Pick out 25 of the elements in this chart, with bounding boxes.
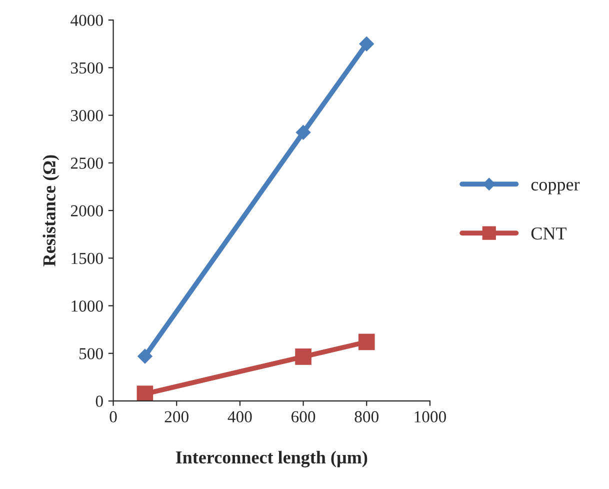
point [359,36,374,52]
y-tick-label: 3000 [71,110,103,122]
y-tick-label: 0 [96,396,103,407]
x-tick-label: 1000 [414,411,446,422]
legend-label: copper [531,182,580,194]
point [295,348,312,365]
y-tick-label: 3500 [71,62,103,74]
y-tick-label: 2500 [70,158,103,169]
x-tick-label: 0 [110,411,117,422]
point [358,334,375,350]
x-tick-label: 800 [354,411,378,422]
x-tick-label: 200 [164,411,188,422]
point [296,125,311,140]
legend-label: CNT [531,227,566,240]
point [136,386,154,401]
y-tick-label: 1500 [72,252,103,264]
y-tick-label: 4000 [70,14,103,26]
x-tick-label: 600 [292,411,316,422]
x-tick-label: 400 [228,411,252,422]
point [138,348,152,364]
y-axis-title: Resistance (Ω) [42,155,60,266]
y-tick-label: 1000 [72,300,103,312]
y-tick-label: 2000 [70,205,103,216]
y-tick-label: 500 [80,348,103,360]
x-axis-title: Interconnect length (µm) [176,450,368,468]
